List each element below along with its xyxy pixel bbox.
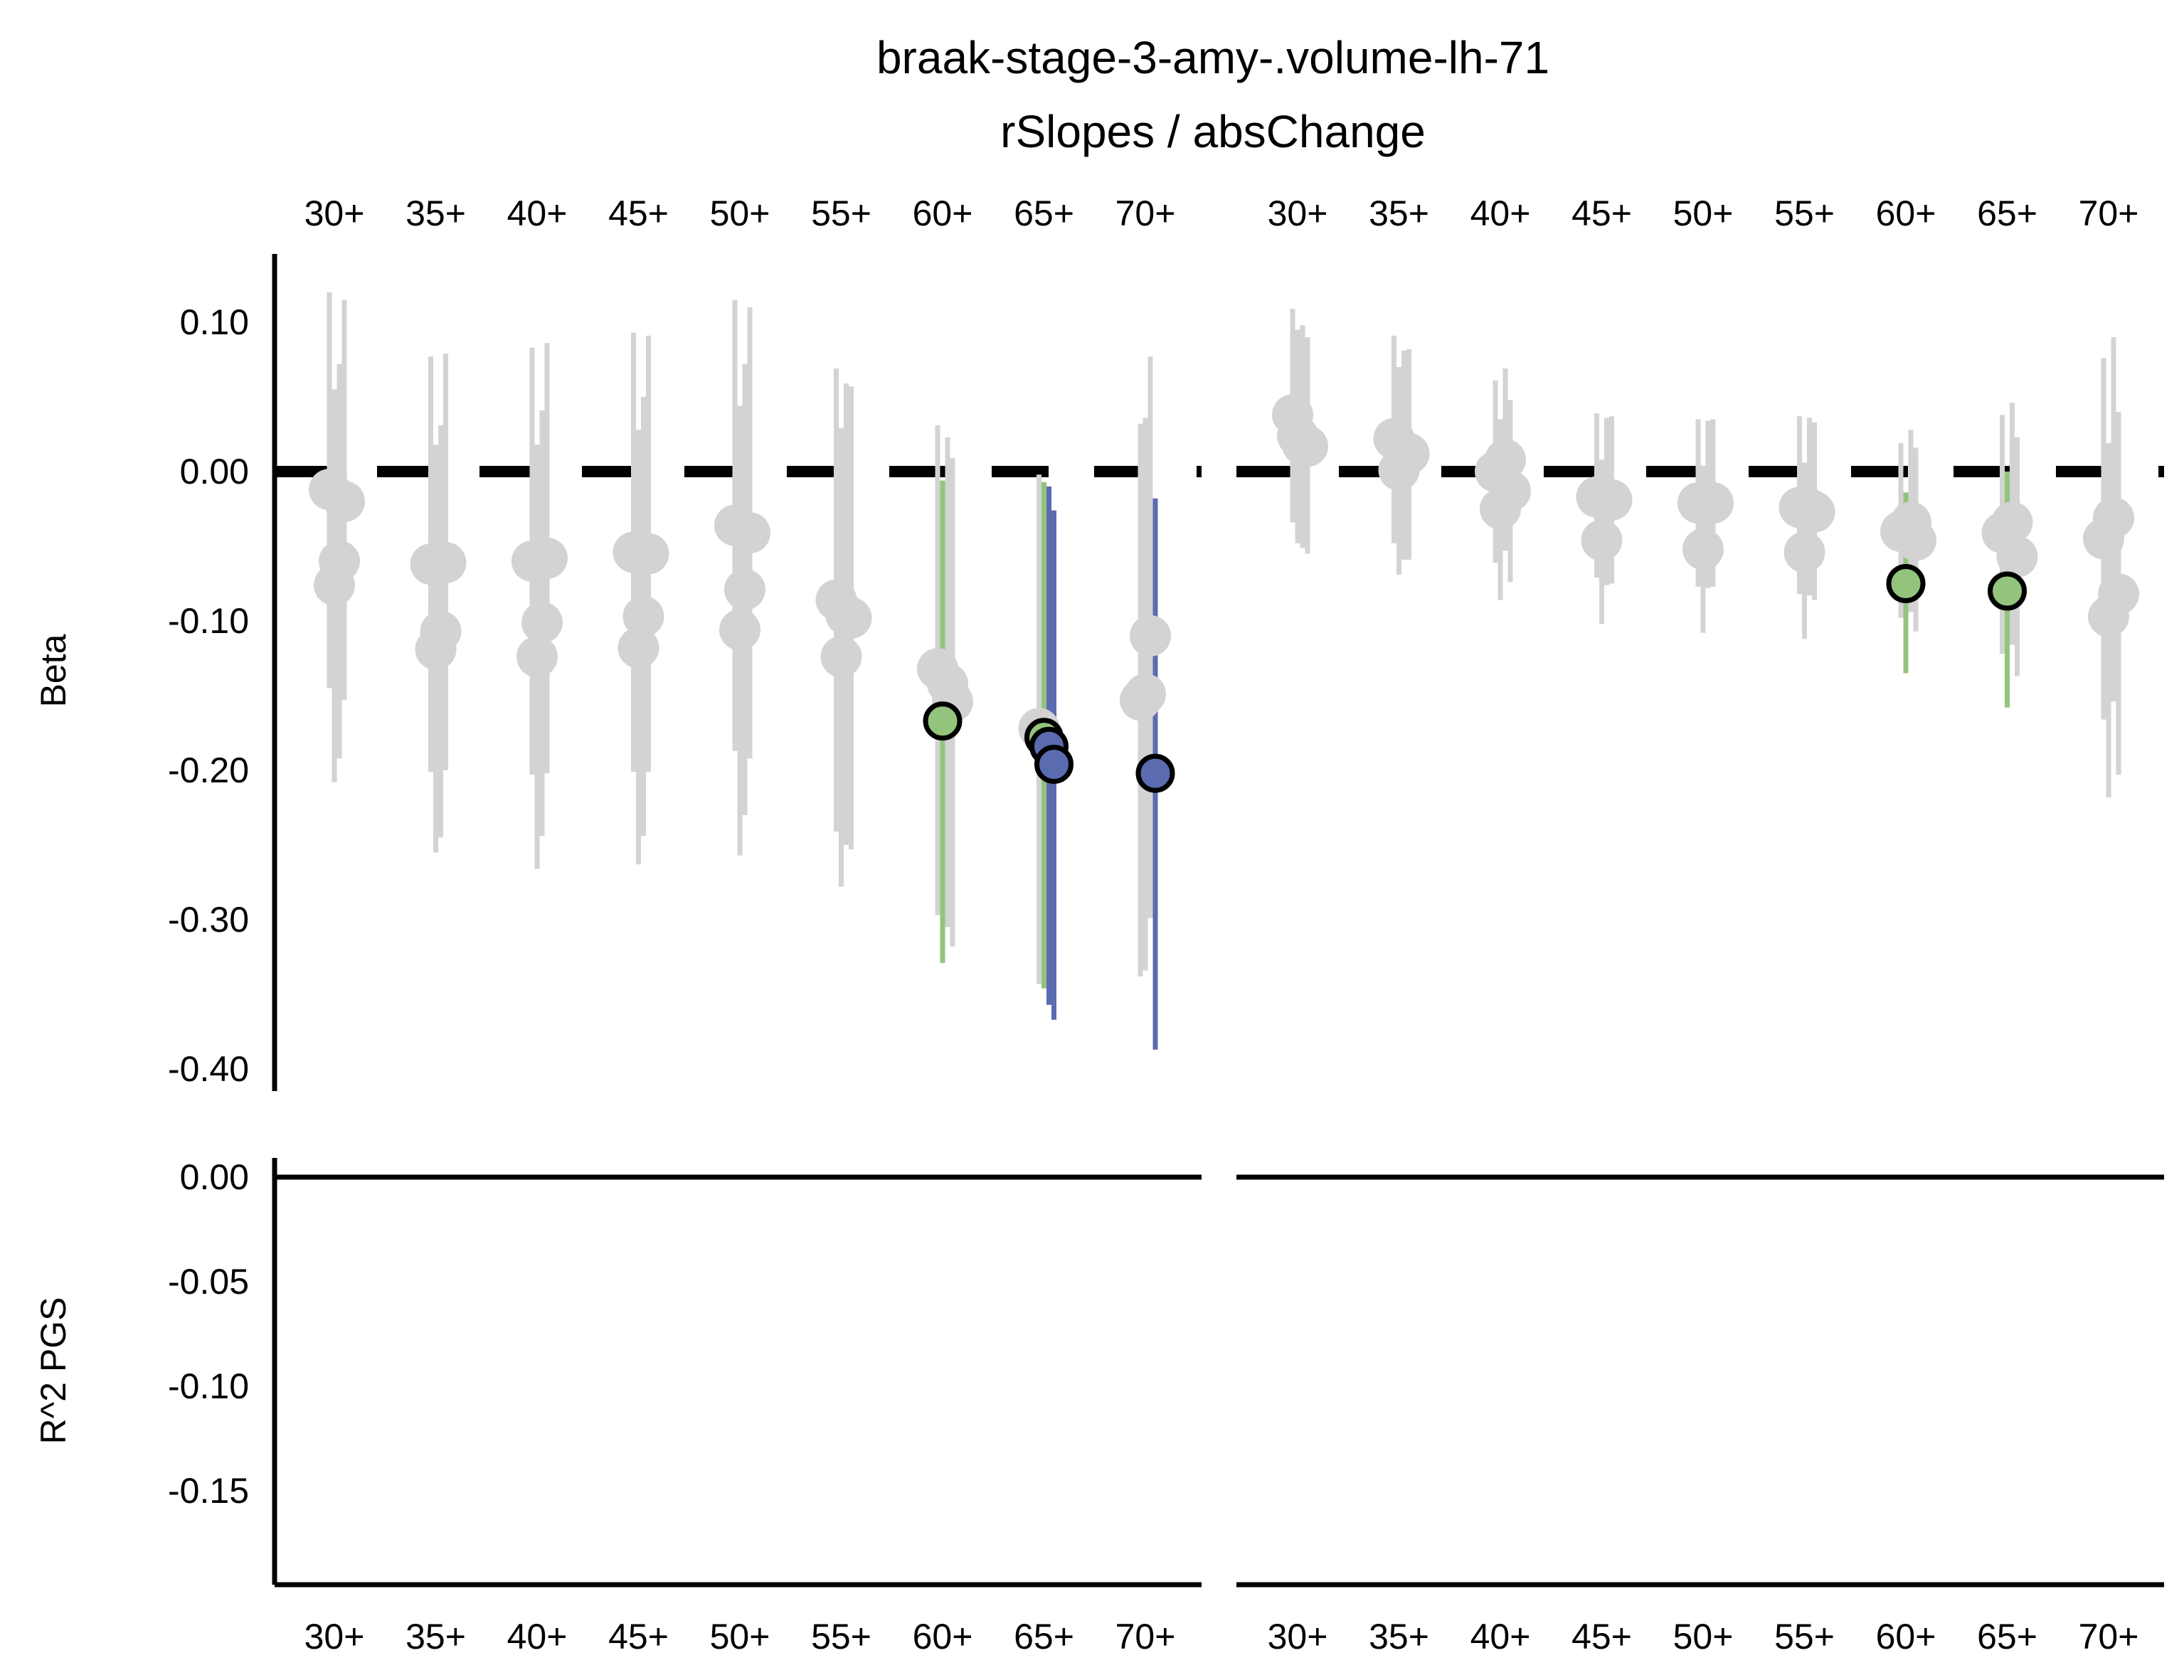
- data-point: [1783, 531, 1825, 573]
- bottom-tick-label: 30+: [1268, 1617, 1328, 1657]
- top-tick-label: 50+: [710, 193, 770, 233]
- data-point: [2093, 497, 2134, 539]
- data-point: [1692, 482, 1734, 524]
- data-point-highlighted: [1034, 745, 1074, 785]
- chart-title: braak-stage-3-amy-.volume-lh-71: [876, 32, 1549, 83]
- r2-y-tick-label: 0.00: [180, 1157, 249, 1197]
- data-point: [830, 597, 872, 639]
- r2-y-tick-label: -0.05: [168, 1262, 249, 1302]
- r2-pgs-axis-label: R^2 PGS: [33, 1297, 73, 1445]
- top-tick-label: 50+: [1673, 193, 1734, 233]
- data-point: [521, 602, 563, 644]
- top-tick-label: 65+: [1014, 193, 1074, 233]
- data-point-highlighted: [923, 701, 963, 741]
- beta-y-tick-labels: 0.10 0.00 -0.10 -0.20 -0.30 -0.40: [168, 302, 249, 1089]
- top-tick-label: 30+: [1268, 193, 1328, 233]
- data-point: [526, 537, 568, 579]
- bottom-tick-label: 30+: [304, 1617, 365, 1657]
- bottom-tick-label: 45+: [608, 1617, 669, 1657]
- top-tick-label: 55+: [811, 193, 871, 233]
- data-point: [1490, 470, 1531, 512]
- beta-y-tick-label: -0.30: [168, 900, 249, 940]
- data-point: [719, 609, 760, 651]
- beta-axis-label: Beta: [33, 634, 73, 707]
- data-point: [1485, 439, 1526, 481]
- bottom-tick-label: 45+: [1571, 1617, 1632, 1657]
- top-tick-label: 35+: [405, 193, 466, 233]
- top-tick-label: 45+: [608, 193, 669, 233]
- data-point: [1682, 528, 1724, 570]
- data-point: [627, 533, 669, 575]
- beta-y-tick-label: -0.10: [168, 601, 249, 641]
- data-point: [820, 636, 862, 678]
- data-point: [1130, 615, 1171, 656]
- bottom-tick-label: 70+: [1115, 1617, 1176, 1657]
- data-point: [425, 542, 467, 584]
- top-tick-label: 55+: [1774, 193, 1835, 233]
- top-tick-label: 40+: [1470, 193, 1531, 233]
- bottom-tick-label: 55+: [811, 1617, 871, 1657]
- data-point: [1991, 501, 2033, 543]
- r2-y-tick-label: -0.10: [168, 1366, 249, 1406]
- chart-subtitle: rSlopes / absChange: [1000, 106, 1426, 157]
- bottom-tick-label: 70+: [2079, 1617, 2139, 1657]
- data-point-highlighted: [1886, 564, 1926, 603]
- top-category-tick-labels: 30+ 35+ 40+ 45+ 50+ 55+ 60+ 65+ 70+ 30+ 35+ 40+ 45+ 5…: [304, 193, 2139, 233]
- data-point: [420, 610, 462, 652]
- r2-y-tick-label: -0.15: [168, 1471, 249, 1511]
- top-tick-label: 45+: [1571, 193, 1632, 233]
- top-tick-label: 70+: [2079, 193, 2139, 233]
- data-point: [1996, 536, 2038, 578]
- data-marks: [309, 292, 2139, 1050]
- data-point: [324, 481, 365, 522]
- top-tick-label: 60+: [1876, 193, 1936, 233]
- data-point: [1895, 519, 1936, 561]
- data-point: [1793, 491, 1835, 533]
- data-point: [617, 627, 659, 669]
- top-tick-label: 35+: [1369, 193, 1429, 233]
- bottom-tick-label: 65+: [1014, 1617, 1074, 1657]
- bottom-tick-label: 40+: [507, 1617, 568, 1657]
- bottom-tick-label: 55+: [1774, 1617, 1835, 1657]
- data-point: [729, 512, 770, 554]
- data-point: [724, 568, 765, 610]
- top-tick-label: 40+: [507, 193, 568, 233]
- data-point: [1125, 673, 1166, 715]
- bottom-tick-label: 60+: [913, 1617, 973, 1657]
- bottom-tick-label: 50+: [710, 1617, 770, 1657]
- data-point: [319, 541, 360, 582]
- data-point-highlighted: [1988, 571, 2027, 611]
- bottom-tick-label: 35+: [1369, 1617, 1429, 1657]
- beta-y-tick-label: 0.00: [180, 452, 249, 491]
- data-point: [516, 636, 558, 678]
- beta-y-tick-label: -0.40: [168, 1049, 249, 1089]
- top-tick-label: 65+: [1977, 193, 2037, 233]
- top-tick-label: 30+: [304, 193, 365, 233]
- top-tick-label: 60+: [913, 193, 973, 233]
- bottom-tick-label: 50+: [1673, 1617, 1734, 1657]
- axes: [272, 254, 2164, 1588]
- beta-y-tick-label: -0.20: [168, 750, 249, 790]
- data-point: [1591, 479, 1633, 521]
- beta-y-tick-label: 0.10: [180, 302, 249, 342]
- data-point: [1287, 425, 1328, 467]
- data-point: [2098, 573, 2139, 615]
- data-point: [1581, 519, 1623, 561]
- bottom-tick-label: 40+: [1470, 1617, 1531, 1657]
- top-tick-label: 70+: [1115, 193, 1176, 233]
- data-point: [1388, 432, 1430, 474]
- bottom-tick-label: 35+: [405, 1617, 466, 1657]
- bottom-tick-label: 65+: [1977, 1617, 2037, 1657]
- data-point: [622, 595, 664, 637]
- bottom-category-tick-labels: 30+ 35+ 40+ 45+ 50+ 55+ 60+ 65+ 70+ 30+ 35+ 40+ 45+ 5…: [304, 1617, 2139, 1657]
- bottom-tick-label: 60+: [1876, 1617, 1936, 1657]
- data-point-highlighted: [1135, 753, 1175, 793]
- r2-y-tick-labels: 0.00 -0.05 -0.10 -0.15: [168, 1157, 249, 1511]
